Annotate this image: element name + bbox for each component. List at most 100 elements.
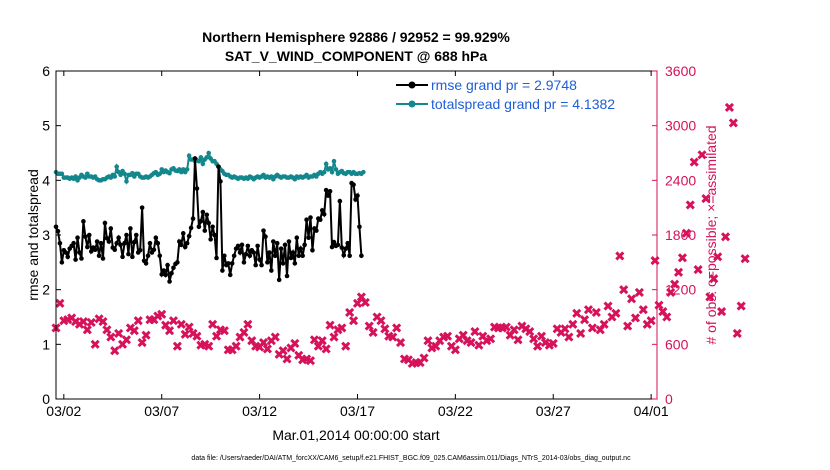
- series-rmse-point: [282, 242, 288, 248]
- series-totalspread-point: [327, 166, 333, 171]
- series-rmse-point: [210, 224, 215, 230]
- series-rmse-point: [300, 253, 305, 259]
- series-rmse-point: [200, 209, 206, 215]
- obs-marker: [90, 339, 100, 349]
- series-rmse-point: [122, 240, 127, 246]
- series-rmse-point: [343, 246, 349, 251]
- obs-marker: [670, 279, 680, 289]
- series-rmse-point: [139, 205, 145, 210]
- x-tick-label: 03/17: [340, 403, 375, 419]
- series-totalspread-point: [73, 174, 78, 179]
- obs-marker: [290, 338, 300, 348]
- obs-marker: [591, 307, 601, 318]
- legend-marker: [408, 100, 416, 108]
- series-rmse-point: [214, 255, 219, 261]
- series-totalspread-point: [206, 150, 211, 156]
- obs-marker: [380, 324, 390, 334]
- obs-marker: [548, 338, 558, 348]
- series-rmse-point: [77, 250, 82, 255]
- series-rmse-point: [169, 270, 174, 276]
- series-rmse-point: [235, 243, 241, 249]
- obs-marker: [55, 298, 65, 308]
- obs-marker: [533, 341, 543, 351]
- obs-marker: [239, 327, 249, 338]
- obs-marker: [352, 298, 363, 308]
- series-rmse-point: [329, 244, 335, 250]
- series-rmse-point: [296, 253, 302, 259]
- series-rmse-point: [71, 240, 76, 246]
- obs-marker: [486, 334, 496, 344]
- series-rmse-point: [128, 226, 133, 231]
- obs-marker: [732, 328, 742, 338]
- obs-marker: [192, 331, 202, 341]
- series-rmse-point: [359, 253, 364, 259]
- series-rmse-point: [253, 262, 258, 268]
- series-rmse-point: [304, 217, 309, 222]
- x-tick-label: 03/07: [144, 403, 179, 419]
- obs-marker: [172, 341, 182, 351]
- series-rmse-point: [161, 268, 166, 273]
- series-rmse-point: [55, 228, 61, 234]
- obs-marker: [86, 317, 96, 328]
- obs-marker: [309, 335, 319, 345]
- series-rmse-point: [265, 260, 270, 265]
- obs-marker: [619, 285, 629, 295]
- series-rmse-point: [290, 250, 296, 255]
- series-rmse-point: [175, 260, 180, 265]
- chart-title: Northern Hemisphere 92886 / 92952 = 99.9…: [202, 29, 510, 45]
- obs-marker: [423, 336, 433, 346]
- obs-marker: [615, 251, 625, 261]
- series-rmse-point: [231, 253, 237, 259]
- series-rmse-point: [237, 250, 243, 255]
- series-totalspread-point: [157, 171, 163, 177]
- series-rmse-point: [204, 212, 210, 218]
- obs-marker: [673, 267, 684, 277]
- obs-marker: [713, 252, 723, 262]
- obs-marker: [337, 323, 347, 333]
- obs-marker: [341, 341, 351, 351]
- series-rmse-point: [321, 211, 327, 217]
- series-rmse-point: [284, 273, 290, 279]
- y-tick-label-left: 6: [42, 63, 50, 79]
- series-rmse-point: [120, 254, 125, 260]
- obs-marker: [270, 332, 280, 342]
- series-rmse-point: [151, 247, 157, 253]
- y-tick-label-right: 0: [665, 391, 673, 407]
- obs-marker: [634, 287, 644, 297]
- obs-marker: [176, 319, 186, 329]
- series-rmse-point: [188, 225, 194, 231]
- series-rmse-point: [88, 249, 94, 254]
- obs-marker: [662, 312, 672, 322]
- y-axis-label-right: # of obs: o=possible; ×=assimilated: [703, 125, 719, 344]
- obs-marker: [388, 332, 398, 342]
- series-rmse-point: [182, 244, 188, 250]
- series-rmse-point: [245, 243, 251, 249]
- series-rmse-point: [190, 216, 196, 221]
- series-totalspread-point: [114, 164, 119, 169]
- obs-marker: [129, 326, 139, 336]
- series-totalspread-point: [321, 169, 327, 175]
- obs-marker: [325, 320, 335, 330]
- series-rmse-point: [116, 235, 121, 241]
- series-totalspread-point: [331, 158, 337, 164]
- obs-marker: [184, 322, 194, 332]
- series-rmse-point: [165, 262, 170, 268]
- obs-marker: [693, 265, 703, 275]
- series-rmse-point: [75, 235, 80, 241]
- legend: rmse grand pr = 2.9748 totalspread grand …: [396, 77, 615, 112]
- series-rmse-point: [108, 226, 114, 231]
- obs-marker: [681, 228, 691, 238]
- series-rmse-point: [216, 164, 221, 169]
- obs-marker: [717, 306, 727, 317]
- legend-marker: [408, 81, 416, 89]
- obs-marker: [282, 354, 292, 364]
- obs-marker: [345, 307, 355, 318]
- series-rmse-point: [294, 235, 300, 241]
- legend-entry-totalspread: totalspread grand pr = 4.1382: [396, 96, 615, 112]
- series-rmse-point: [63, 250, 69, 255]
- series-rmse-point: [325, 193, 331, 198]
- series-rmse-point: [261, 228, 266, 233]
- y-tick-label-right: 3000: [665, 118, 696, 134]
- series-rmse-point: [351, 182, 356, 188]
- series-rmse-point: [306, 235, 311, 241]
